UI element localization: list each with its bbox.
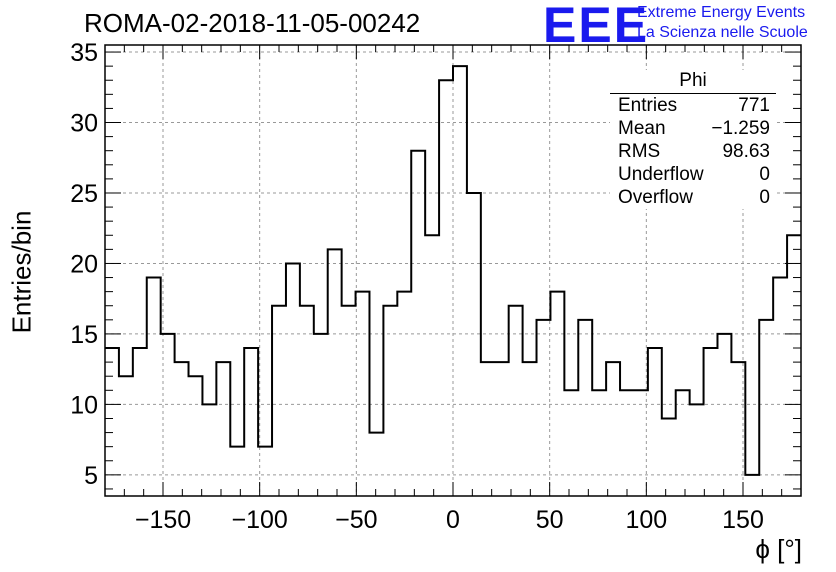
y-tick-label: 35 — [70, 39, 98, 67]
y-tick-label: 20 — [70, 250, 98, 278]
histogram-bin — [133, 348, 147, 496]
histogram-bin — [342, 306, 356, 496]
x-tick-label: 50 — [536, 506, 564, 534]
histogram-bin — [731, 362, 745, 496]
stats-row-underflow: Underflow 0 — [610, 163, 776, 186]
stats-row-entries: Entries 771 — [610, 94, 776, 117]
stats-value: 0 — [759, 164, 770, 185]
histogram-bin — [564, 390, 578, 496]
histogram-bin — [411, 151, 425, 496]
y-tick-label: 10 — [70, 391, 98, 419]
histogram-bin — [216, 362, 230, 496]
stats-box: Phi Entries 771 Mean −1.259 RMS 98.63 Un… — [610, 70, 776, 209]
stats-row-rms: RMS 98.63 — [610, 140, 776, 163]
histogram-bin — [369, 433, 383, 496]
stats-row-mean: Mean −1.259 — [610, 117, 776, 140]
stats-label: Entries — [618, 95, 678, 116]
stats-label: Mean — [618, 118, 666, 139]
y-tick-label: 25 — [70, 180, 98, 208]
histogram-bin — [676, 390, 690, 496]
x-tick-label: 0 — [446, 506, 460, 534]
histogram-bin — [314, 334, 328, 496]
histogram-bin — [286, 263, 300, 496]
histogram-bin — [523, 362, 537, 496]
histogram-bin — [773, 278, 787, 496]
histogram-bin — [175, 362, 189, 496]
histogram-bin — [467, 193, 481, 496]
histogram-bin — [425, 235, 439, 496]
x-tick-label: −150 — [135, 506, 191, 534]
x-axis-label: ϕ [°] — [755, 534, 802, 564]
histogram-bin — [550, 292, 564, 496]
histogram-bin — [189, 376, 203, 496]
histogram-bin — [230, 447, 244, 496]
stats-title: Phi — [610, 70, 776, 94]
stats-value: 98.63 — [722, 141, 770, 162]
histogram-bin — [244, 348, 258, 496]
histogram-bin — [704, 348, 718, 496]
x-tick-label: −50 — [335, 506, 377, 534]
logo-subtitle-line1: Extreme Energy Events — [637, 4, 806, 21]
stats-label: Overflow — [618, 187, 693, 208]
chart-title: ROMA-02-2018-11-05-00242 — [84, 8, 421, 38]
histogram-bin — [759, 320, 773, 496]
histogram-bin — [202, 404, 216, 496]
histogram-bin — [481, 362, 495, 496]
histogram-bin — [272, 306, 286, 496]
stats-value: 771 — [738, 95, 770, 116]
x-tick-label: −100 — [232, 506, 288, 534]
histogram-bin — [509, 306, 523, 496]
x-tick-label: 150 — [722, 506, 764, 534]
histogram-bin — [495, 362, 509, 496]
stats-value: −1.259 — [711, 118, 770, 139]
histogram-bin — [119, 376, 133, 496]
histogram-bin — [453, 66, 467, 496]
histogram-bin — [439, 80, 453, 496]
histogram-bin — [578, 320, 592, 496]
histogram-bin — [690, 404, 704, 496]
y-axis-label: Entries/bin — [6, 210, 37, 334]
histogram-bin — [606, 362, 620, 496]
histogram-bin — [161, 334, 175, 496]
stats-value: 0 — [759, 187, 770, 208]
histogram-bin — [717, 334, 731, 496]
histogram-bin — [620, 390, 634, 496]
histogram-series-line — [105, 65, 801, 476]
stats-row-overflow: Overflow 0 — [610, 186, 776, 209]
histogram-bin — [745, 475, 759, 496]
histogram-bin — [258, 447, 272, 496]
histogram-bin — [537, 320, 551, 496]
eee-logo: EEE — [543, 0, 650, 53]
histogram-bin — [648, 348, 662, 496]
histogram-bin — [105, 348, 119, 496]
logo-subtitle-line2: La Scienza nelle Scuole — [637, 24, 808, 41]
histogram-bin — [634, 390, 648, 496]
histogram-bin — [592, 390, 606, 496]
histogram-bin — [356, 292, 370, 496]
histogram-bin — [147, 278, 161, 496]
histogram-bin — [397, 292, 411, 496]
histogram-bin — [787, 235, 801, 496]
stats-label: RMS — [618, 141, 661, 162]
stats-label: Underflow — [618, 164, 704, 185]
y-tick-label: 30 — [70, 110, 98, 138]
histogram-bin — [328, 249, 342, 496]
plot-frame — [104, 44, 802, 497]
x-tick-label: 100 — [625, 506, 667, 534]
y-tick-label: 5 — [84, 462, 98, 490]
histogram-bin — [383, 306, 397, 496]
histogram-bin — [300, 306, 314, 496]
histogram-bin — [662, 418, 676, 496]
y-tick-label: 15 — [70, 321, 98, 349]
